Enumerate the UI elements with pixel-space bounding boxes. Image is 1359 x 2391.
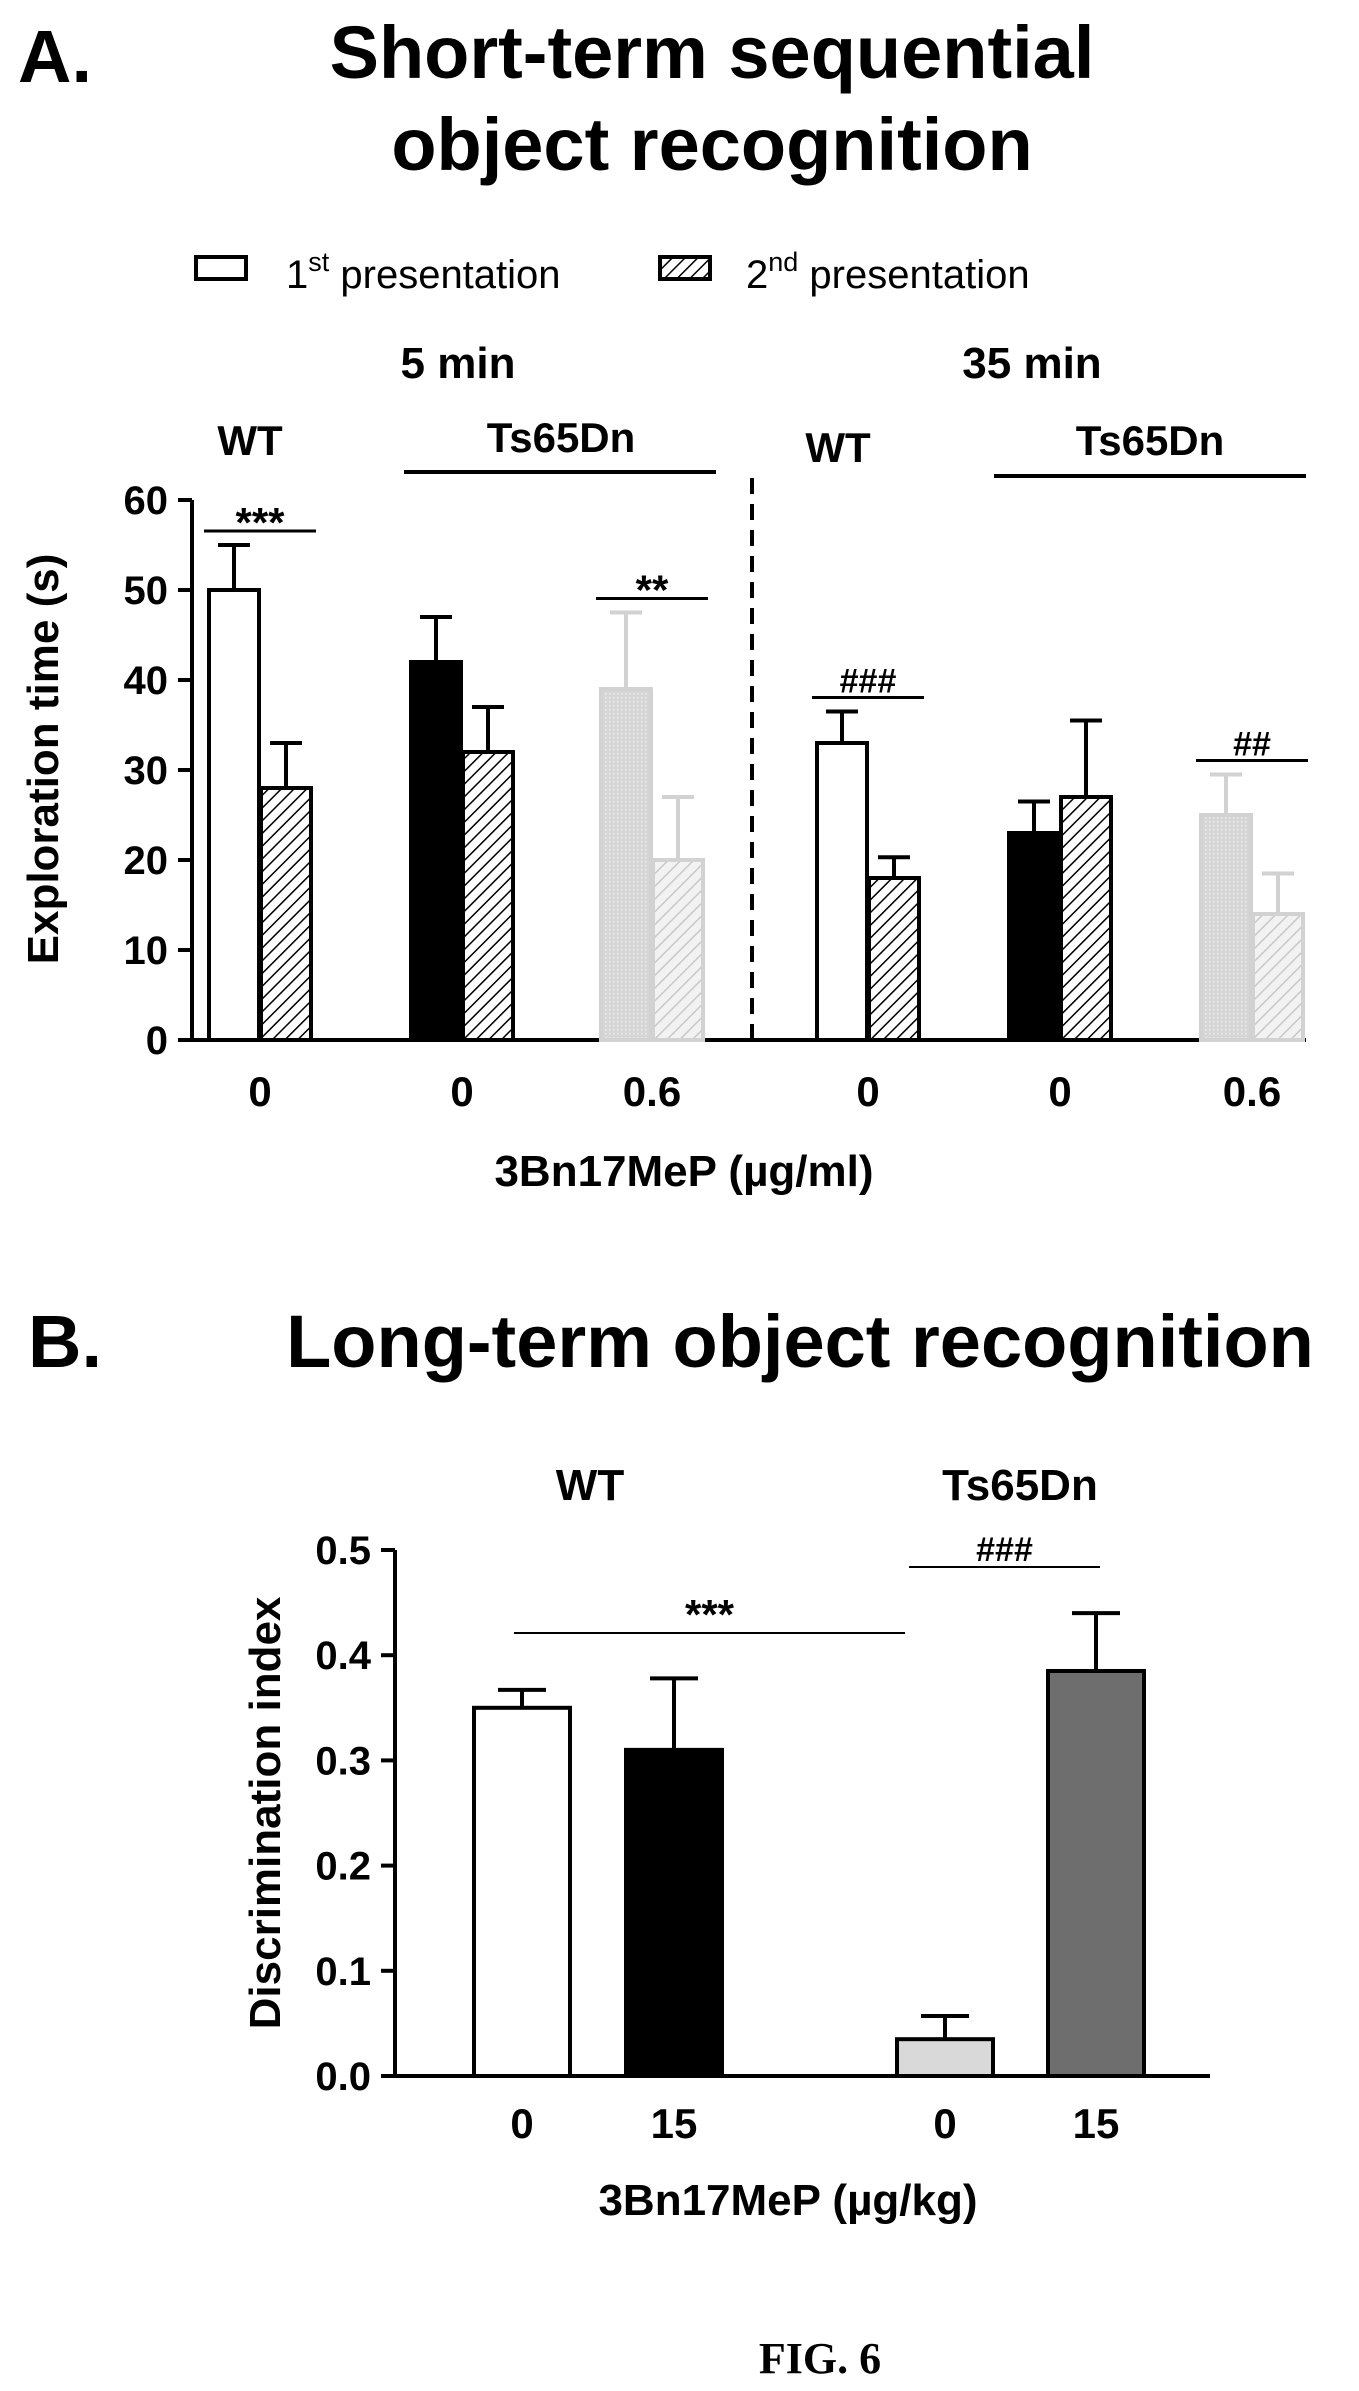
panel-b-annotations: *** ### (514, 1531, 1100, 1638)
x-tick-label: 0 (933, 2100, 956, 2147)
y-tick-label: 20 (124, 839, 169, 883)
bar-second-presentation (1251, 912, 1305, 1042)
y-tick-label: 0.0 (315, 2055, 371, 2099)
panel-a-label: A. (18, 15, 92, 98)
significance-label: ### (840, 663, 897, 701)
bar-first-presentation (1199, 813, 1253, 1042)
x-tick-label: 0.6 (1223, 1068, 1281, 1115)
bar-first-presentation (815, 741, 869, 1042)
group-label-ts65dn-5min: Ts65Dn (487, 414, 636, 461)
group-label-wt-35min: WT (805, 424, 871, 471)
x-tick-label: 0 (450, 1068, 473, 1115)
y-tick-label: 50 (124, 569, 169, 613)
panel-b: B. Long-term object recognition WT Ts65D… (28, 1300, 1314, 2225)
figure-label: FIG. 6 (759, 2334, 881, 2383)
significance-label: *** (685, 1591, 735, 1638)
legend-item-2: 2nd presentation (746, 247, 1030, 297)
bar-second-presentation (651, 858, 705, 1042)
panel-b-bars (472, 1611, 1146, 2079)
significance-label: *** (235, 499, 285, 546)
panel-a-ylabel: Exploration time (s) (19, 554, 68, 965)
y-tick-label: 0.4 (315, 1634, 371, 1678)
panel-b-label: B. (28, 1300, 102, 1383)
panel-a-x-ticks: 0 0 0.6 0 0 0.6 (248, 1068, 1281, 1115)
panel-a-y-axis: 0 10 20 30 40 50 60 (124, 479, 1306, 1063)
y-tick-label: 40 (124, 659, 169, 703)
bar-first-presentation (1007, 831, 1061, 1042)
interval-label-35min: 35 min (962, 339, 1101, 388)
bar (472, 1705, 572, 2079)
interval-label-5min: 5 min (401, 339, 516, 388)
y-tick-label: 0.1 (315, 1950, 371, 1994)
x-tick-label: 0.6 (623, 1068, 681, 1115)
panel-a: A. Short-term sequential object recognit… (18, 11, 1308, 1196)
y-tick-label: 0.3 (315, 1739, 371, 1783)
bar-second-presentation (867, 876, 921, 1042)
bar-second-presentation (1059, 795, 1113, 1042)
y-tick-label: 10 (124, 929, 169, 973)
bar-first-presentation (599, 687, 653, 1042)
x-tick-label: 0 (510, 2100, 533, 2147)
legend-item-1: 1st presentation (286, 247, 561, 297)
bar-first-presentation (409, 660, 463, 1042)
x-tick-label: 15 (651, 2100, 698, 2147)
group-label-wt-5min: WT (217, 417, 283, 464)
legend-swatch-hatched (658, 255, 712, 281)
x-tick-label: 0 (248, 1068, 271, 1115)
y-tick-label: 0.2 (315, 1845, 371, 1889)
legend: 1st presentation 2nd presentation (194, 247, 1030, 297)
x-tick-label: 0 (1048, 1068, 1071, 1115)
group-label-ts65dn-b: Ts65Dn (942, 1461, 1098, 1510)
significance-label: ** (636, 567, 669, 614)
panel-a-bars (207, 543, 1305, 1042)
group-label-wt-b: WT (556, 1461, 625, 1510)
significance-label: ### (976, 1531, 1033, 1569)
panel-b-x-ticks: 0 15 0 15 (510, 2100, 1119, 2147)
legend-swatch-open (194, 255, 248, 281)
panel-a-title-line2: object recognition (391, 103, 1032, 186)
y-tick-label: 60 (124, 479, 169, 523)
panel-a-xlabel: 3Bn17MeP (µg/ml) (494, 1147, 873, 1196)
bar-first-presentation (207, 588, 261, 1042)
significance-label: ## (1233, 726, 1271, 764)
group-label-ts65dn-35min: Ts65Dn (1076, 417, 1225, 464)
bar-second-presentation (259, 786, 313, 1042)
bar (895, 2037, 995, 2079)
x-tick-label: 15 (1073, 2100, 1120, 2147)
bar (624, 1747, 724, 2078)
panel-b-title: Long-term object recognition (286, 1300, 1314, 1383)
y-tick-label: 0.5 (315, 1529, 371, 1573)
y-tick-label: 30 (124, 749, 169, 793)
panel-a-annotations: *****##### (204, 499, 1308, 764)
panel-b-xlabel: 3Bn17MeP (µg/kg) (598, 2176, 977, 2225)
y-tick-label: 0 (146, 1019, 168, 1063)
bar-second-presentation (461, 750, 515, 1042)
bar (1046, 1668, 1146, 2078)
x-tick-label: 0 (856, 1068, 879, 1115)
panel-b-ylabel: Discrimination index (241, 1596, 290, 2029)
panel-a-title-line1: Short-term sequential (330, 11, 1095, 94)
